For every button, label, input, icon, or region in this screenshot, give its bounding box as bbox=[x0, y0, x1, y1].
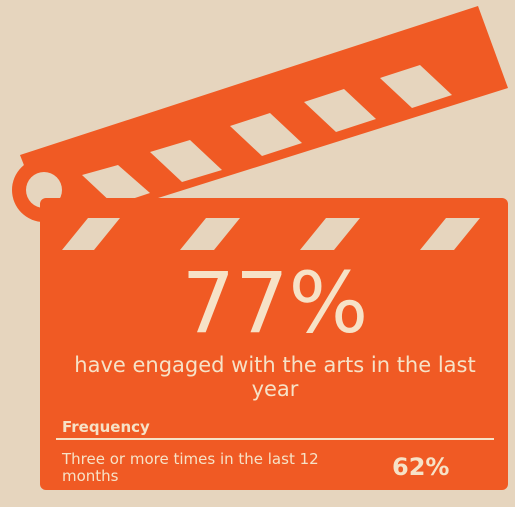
frequency-divider bbox=[56, 438, 494, 440]
headline-percentage: 77% bbox=[181, 254, 369, 352]
clapper-board bbox=[40, 198, 508, 490]
frequency-label: Three or more times in the last 12 month… bbox=[62, 450, 319, 485]
frequency-heading: Frequency bbox=[62, 418, 150, 436]
clapper-arm bbox=[12, 6, 508, 232]
frequency-value: 62% bbox=[392, 453, 450, 481]
headline-description: have engaged with the arts in the last y… bbox=[74, 353, 476, 401]
